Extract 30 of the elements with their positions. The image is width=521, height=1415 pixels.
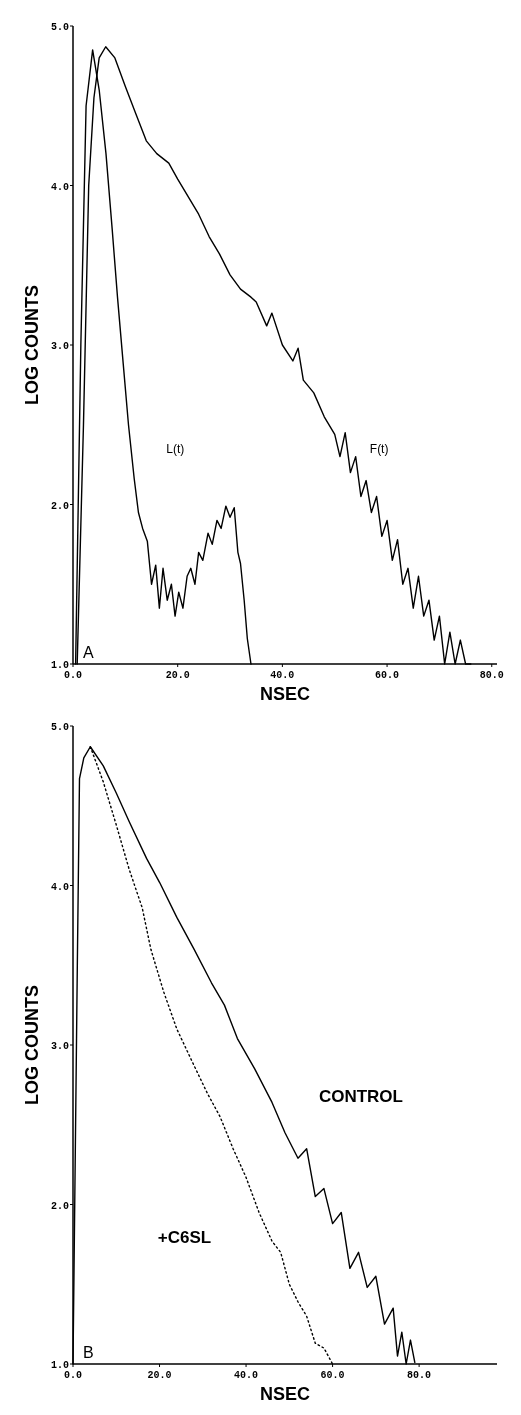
y-axis-title: LOG COUNTS bbox=[22, 985, 42, 1105]
annotation: A bbox=[83, 644, 94, 661]
y-tick-label: 3.0 bbox=[50, 1041, 69, 1052]
text: +C6SL bbox=[157, 1227, 212, 1247]
x-tick-label: 80.0 bbox=[479, 670, 504, 681]
x-tick-label: 0.0 bbox=[63, 670, 83, 681]
x-tick-label: 60.0 bbox=[320, 1370, 345, 1381]
text: L(t) bbox=[166, 442, 185, 457]
series-label: F(t) bbox=[369, 442, 389, 457]
y-tick-label: 1.0 bbox=[50, 660, 69, 671]
x-tick-label: 0.0 bbox=[63, 1370, 83, 1381]
x-tick-label: 20.0 bbox=[165, 670, 190, 681]
y-tick-label: 4.0 bbox=[50, 881, 69, 893]
annotation: B bbox=[83, 1344, 94, 1361]
y-tick-label: 4.0 bbox=[50, 181, 69, 193]
x-tick-label: 20.0 bbox=[147, 1370, 172, 1381]
x-tick-label: 80.0 bbox=[407, 1370, 432, 1381]
x-axis-title: NSEC bbox=[259, 684, 311, 704]
y-tick-label: 1.0 bbox=[50, 1360, 69, 1371]
y-tick-label: 5.0 bbox=[50, 22, 69, 33]
y-axis-title: LOG COUNTS bbox=[22, 285, 42, 405]
x-axis-title: NSEC bbox=[259, 1384, 311, 1404]
x-tick-label: 40.0 bbox=[234, 1370, 259, 1381]
y-tick-label: 3.0 bbox=[50, 341, 69, 352]
x-tick-label: 60.0 bbox=[375, 670, 400, 681]
y-tick-label: 2.0 bbox=[50, 500, 69, 512]
x-tick-label: 40.0 bbox=[270, 670, 295, 681]
y-tick-label: 2.0 bbox=[50, 1200, 69, 1212]
y-tick-label: 5.0 bbox=[50, 722, 69, 733]
text: CONTROL bbox=[318, 1087, 403, 1107]
